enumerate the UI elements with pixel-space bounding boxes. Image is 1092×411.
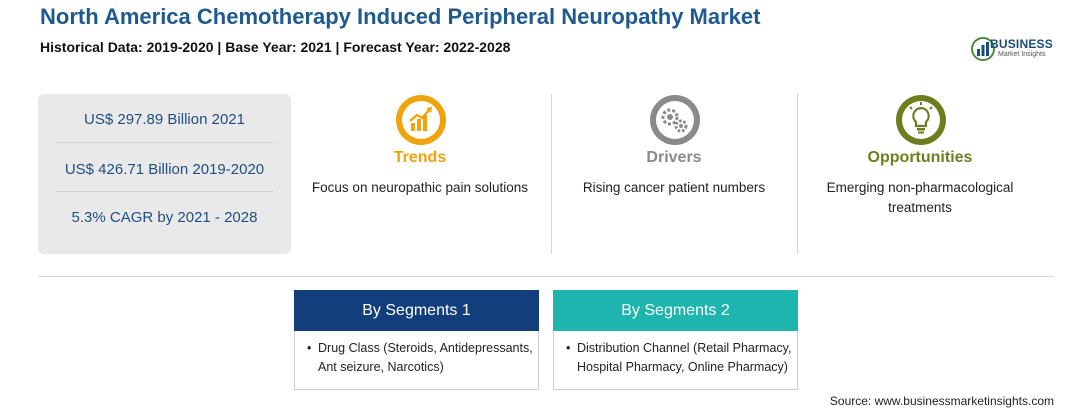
page-subtitle: Historical Data: 2019-2020 | Base Year: … — [40, 39, 511, 55]
column-divider — [797, 94, 798, 254]
logo-tagline: Market Insights — [998, 51, 1046, 58]
drivers-label: Drivers — [646, 149, 702, 166]
section-divider — [38, 276, 1054, 277]
opportunities-description: Emerging non-pharmacological treatments — [826, 180, 1014, 215]
segment-2-list: • Distribution Channel (Retail Pharmacy,… — [566, 339, 794, 377]
bar-globe-logo-icon — [971, 37, 995, 61]
lightbulb-icon — [896, 95, 946, 145]
column-divider — [551, 94, 552, 254]
market-value-2021: US$ 297.89 Billion 2021 — [84, 111, 245, 128]
page-title: North America Chemotherapy Induced Perip… — [40, 4, 761, 29]
drivers-description: Rising cancer patient numbers — [582, 180, 766, 195]
segment-1-item: Drug Class (Steroids, Antidepressants, A… — [318, 341, 533, 374]
opportunities-label: Opportunities — [867, 149, 973, 166]
market-value-historical: US$ 426.71 Billion 2019-2020 — [64, 161, 265, 178]
segment-card-1: By Segments 1 • Drug Class (Steroids, An… — [294, 290, 539, 390]
market-stats-panel: US$ 297.89 Billion 2021 US$ 426.71 Billi… — [38, 94, 291, 254]
market-cagr: 5.3% CAGR by 2021 - 2028 — [71, 209, 258, 226]
segment-2-title: By Segments 2 — [553, 290, 798, 331]
bullet-icon: • — [566, 341, 571, 355]
logo-name: BUSINESS — [990, 37, 1053, 51]
stats-divider — [56, 191, 273, 192]
trends-description: Focus on neuropathic pain solutions — [311, 180, 529, 195]
trend-chart-icon — [396, 95, 446, 145]
stats-divider — [56, 142, 273, 143]
bullet-icon: • — [307, 341, 312, 355]
segment-1-title: By Segments 1 — [294, 290, 539, 331]
company-logo[interactable]: BUSINESS Market Insights — [970, 34, 1070, 64]
gears-icon — [650, 95, 700, 145]
segment-1-list: • Drug Class (Steroids, Antidepressants,… — [307, 339, 535, 377]
segment-2-item: Distribution Channel (Retail Pharmacy, H… — [577, 341, 792, 374]
source-credit: Source: www.businessmarketinsights.com — [829, 394, 1054, 408]
segment-card-2: By Segments 2 • Distribution Channel (Re… — [553, 290, 798, 390]
trends-label: Trends — [393, 149, 447, 166]
